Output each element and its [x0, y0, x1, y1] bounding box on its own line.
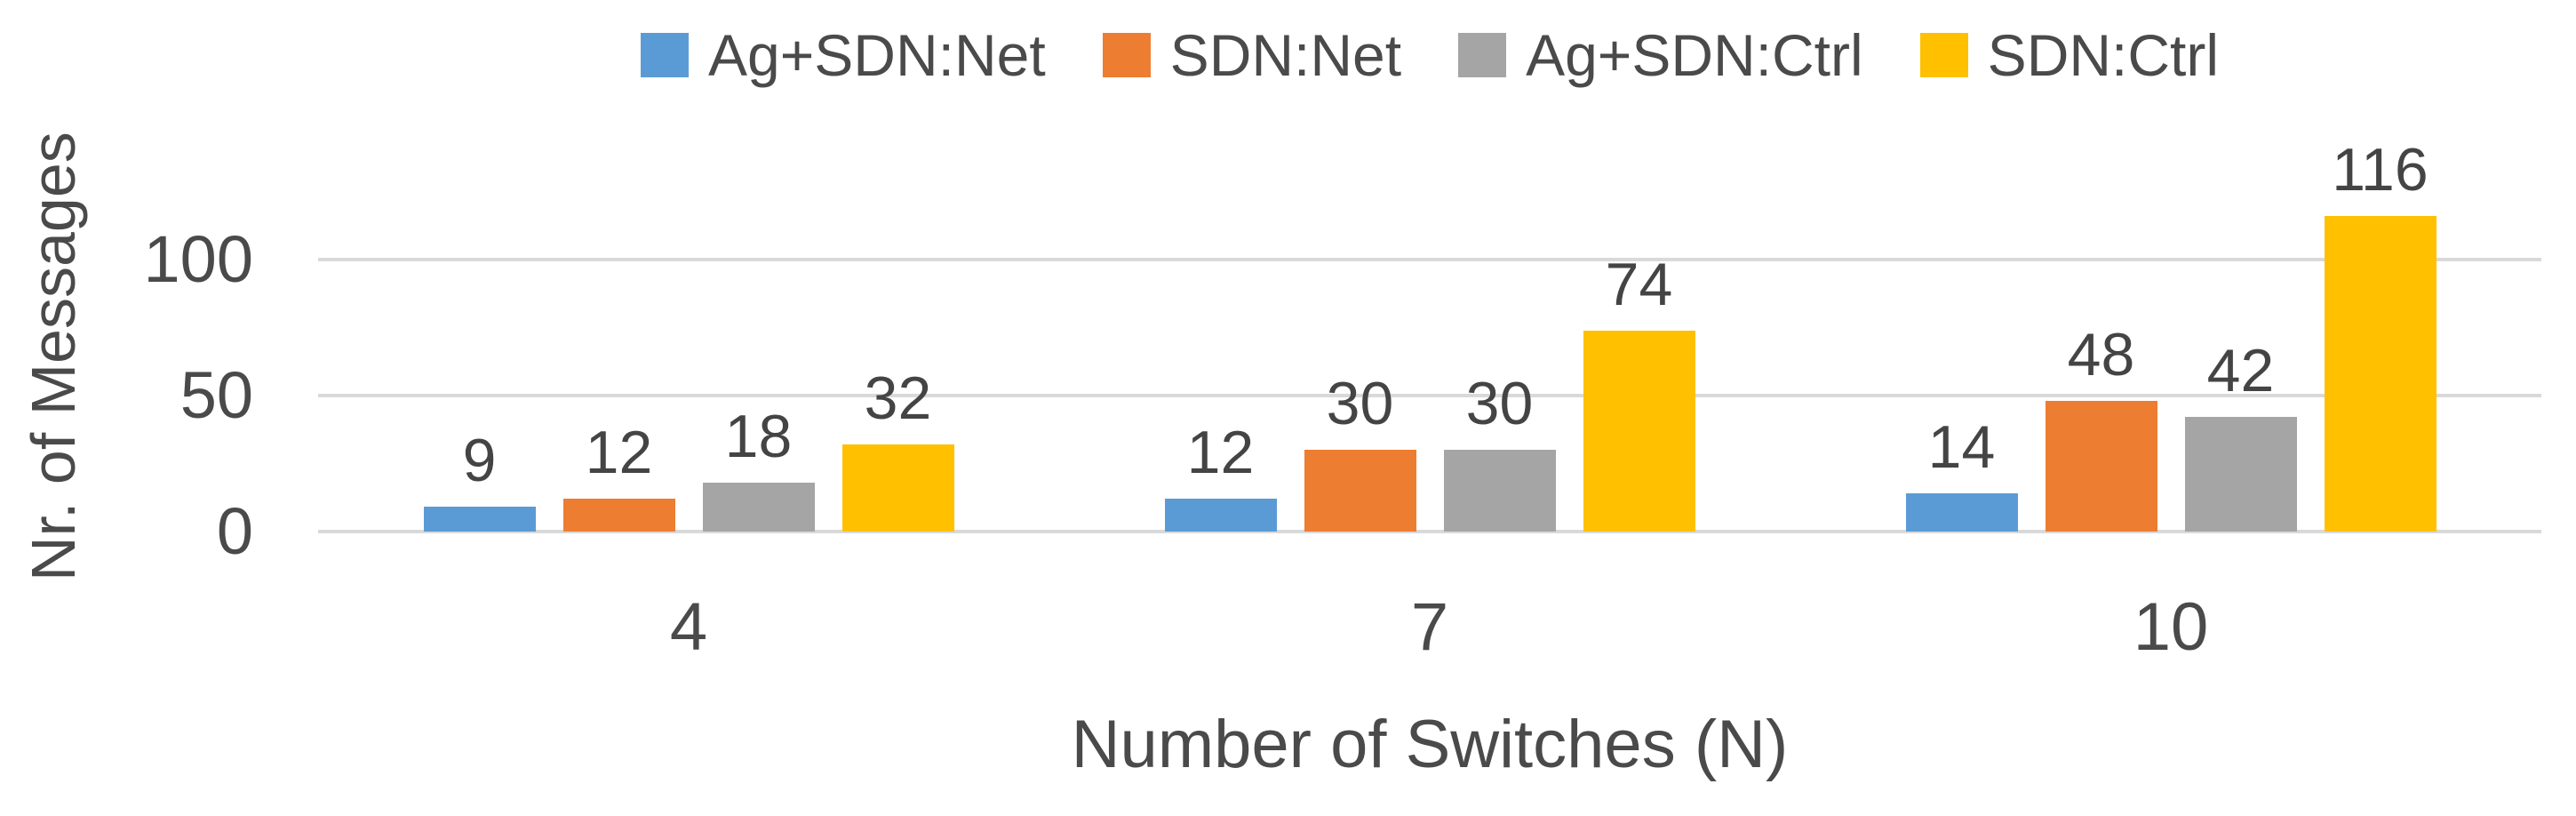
- bar: [1164, 499, 1277, 532]
- y-axis-tick-labels: 0 50 100: [0, 0, 253, 816]
- y-tick-label: 50: [179, 358, 253, 432]
- data-label: 12: [585, 419, 653, 487]
- data-label: 32: [864, 364, 932, 433]
- legend-item: SDN:Net: [1102, 22, 1402, 88]
- x-category-label: 10: [2133, 589, 2209, 665]
- y-tick-label: 100: [143, 222, 253, 296]
- y-tick-label: 0: [216, 494, 253, 568]
- legend-color-swatch-icon: [1102, 33, 1151, 77]
- data-label: 30: [1326, 370, 1394, 438]
- bar: [1905, 493, 2018, 532]
- x-category-label: 4: [669, 589, 708, 665]
- data-label: 74: [1605, 250, 1673, 318]
- bar: [2324, 216, 2436, 532]
- bar-group: 12 30 30 74: [1164, 116, 1695, 532]
- legend-label: Ag+SDN:Net: [708, 22, 1046, 88]
- bar: [1583, 330, 1695, 532]
- bar-with-label: 30: [1304, 116, 1416, 532]
- bar-with-label: 32: [841, 116, 954, 532]
- bar-with-label: 12: [1164, 116, 1277, 532]
- bar-with-label: 42: [2184, 116, 2297, 532]
- bar-with-label: 74: [1583, 116, 1695, 532]
- legend-label: Ag+SDN:Ctrl: [1526, 22, 1863, 88]
- gridline: [318, 394, 2541, 397]
- data-label: 48: [2067, 321, 2135, 389]
- data-label: 30: [1465, 370, 1534, 438]
- bar-with-label: 12: [562, 116, 675, 532]
- data-label: 116: [2332, 136, 2428, 204]
- bar: [2184, 417, 2297, 532]
- legend: Ag+SDN:Net SDN:Net Ag+SDN:Ctrl SDN:Ctrl: [318, 12, 2541, 98]
- bar-with-label: 18: [702, 116, 815, 532]
- legend-item: Ag+SDN:Net: [641, 26, 1046, 84]
- legend-item: Ag+SDN:Ctrl: [1458, 26, 1863, 84]
- data-label: 12: [1186, 419, 1255, 487]
- legend-label: SDN:Ctrl: [1987, 22, 2219, 88]
- bar-with-label: 116: [2324, 116, 2436, 532]
- bar-with-label: 14: [1905, 116, 2018, 532]
- bar: [423, 507, 536, 532]
- data-label: 18: [724, 402, 793, 470]
- legend-color-swatch-icon: [1919, 33, 1968, 77]
- data-label: 42: [2206, 337, 2275, 405]
- data-label: 9: [462, 427, 497, 495]
- gridline: [318, 530, 2541, 533]
- bar-with-label: 30: [1443, 116, 1556, 532]
- legend-color-swatch-icon: [641, 33, 689, 77]
- x-axis-title: Number of Switches (N): [1071, 707, 1789, 782]
- x-category-label: 7: [1410, 589, 1449, 665]
- x-axis-category-labels: 4 7 10: [318, 594, 2541, 661]
- data-label: 14: [1927, 413, 1996, 482]
- gridline: [318, 258, 2541, 261]
- bar: [1443, 450, 1556, 532]
- bar-group: 9 12 18 32: [423, 116, 954, 532]
- bar-with-label: 9: [423, 116, 536, 532]
- bar: [1304, 450, 1416, 532]
- legend-item: SDN:Ctrl: [1919, 22, 2219, 88]
- bar-group: 14 48 42 116: [1905, 116, 2436, 532]
- bar: [562, 499, 675, 532]
- bar: [702, 482, 815, 532]
- bar: [841, 444, 954, 532]
- bar-with-label: 48: [2045, 116, 2157, 532]
- plot-area: 9 12 18 32 12 30 30 74 14 48 42 116: [318, 116, 2541, 533]
- bar: [2045, 401, 2157, 532]
- legend-color-swatch-icon: [1458, 33, 1507, 77]
- legend-label: SDN:Net: [1169, 22, 1402, 88]
